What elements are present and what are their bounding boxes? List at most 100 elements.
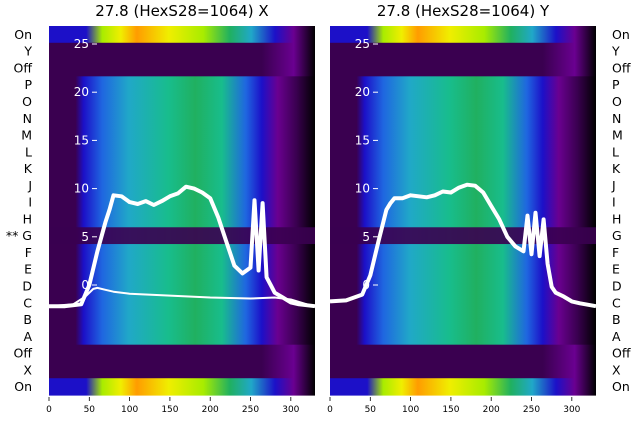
y-tick-label: 5 <box>81 230 89 244</box>
heatmap-row-13 <box>330 244 596 262</box>
row-label-9: J <box>611 178 616 193</box>
heatmap-row-10 <box>49 193 315 212</box>
row-label-20: X <box>612 362 621 377</box>
heatmap-row-15 <box>330 277 596 295</box>
heatmap-row-0 <box>330 26 596 44</box>
row-label-8: K <box>24 161 33 176</box>
row-label-7: L <box>25 144 32 159</box>
heatmap-row-0 <box>49 26 315 44</box>
heatmap-row-19 <box>330 344 596 363</box>
chart-title-x: 27.8 (HexS28=1064) X <box>95 2 268 20</box>
row-label-2: Off <box>14 60 33 75</box>
x-tick-label: 300 <box>563 405 580 415</box>
x-tick-label: 200 <box>483 405 500 415</box>
row-label-13: F <box>25 245 32 260</box>
heatmap-row-2 <box>330 59 596 77</box>
row-label-1: Y <box>23 44 32 59</box>
row-label-12: G <box>612 228 622 243</box>
x-tick-label: 0 <box>327 405 333 415</box>
heatmap-row-20 <box>49 361 315 379</box>
heatmap-row-4 <box>49 93 315 111</box>
trace-line-1 <box>48 286 316 308</box>
trace-lines-y <box>329 182 597 309</box>
row-label-15: D <box>612 278 622 293</box>
row-label-7: L <box>612 144 619 159</box>
heatmap-row-1 <box>330 42 596 61</box>
x-tick-label: 250 <box>242 405 259 415</box>
y-tick-label: 10 <box>355 182 370 196</box>
row-label-6: M <box>612 128 623 143</box>
row-label-14: E <box>612 262 620 277</box>
row-label-9: J <box>27 178 32 193</box>
chart-title-y: 27.8 (HexS28=1064) Y <box>377 2 550 20</box>
heatmap-row-3 <box>49 76 315 94</box>
x-tick-label: 0 <box>46 405 52 415</box>
heatmap-row-17 <box>49 311 315 329</box>
heatmap-panel-y: 27.8 (HexS28=1064) Y 0 5 10 15 20 25 0 50 100 15… <box>327 2 631 415</box>
y-tick-label: 5 <box>362 230 370 244</box>
heatmap-row-5 <box>49 109 315 128</box>
heatmap-row-13 <box>49 244 315 262</box>
heatmap-panel-x: 27.8 (HexS28=1064) X 0 5 10 15 20 25 0 50 100 15… <box>6 2 316 415</box>
row-label-19: Off <box>14 346 33 361</box>
row-label-4: O <box>612 94 622 109</box>
x-tick-label: 100 <box>121 405 138 415</box>
x-tick-label: 250 <box>523 405 540 415</box>
x-tick-label: 50 <box>84 405 96 415</box>
y-tick-labels-x: 0 5 10 15 20 25 <box>74 37 97 292</box>
y-tick-label: 0 <box>81 278 89 292</box>
row-label-19: Off <box>612 346 631 361</box>
row-label-11: H <box>23 211 32 226</box>
heatmap-row-17 <box>330 311 596 329</box>
x-tick-label: 150 <box>161 405 178 415</box>
row-label-16: C <box>612 295 621 310</box>
heatmap-overlays-x <box>49 227 315 245</box>
heatmap-row-2 <box>49 59 315 77</box>
heatmap-row-7 <box>49 143 315 161</box>
trace-line-0 <box>49 184 316 309</box>
heatmap-row-10 <box>330 193 596 212</box>
row-label-17: B <box>612 312 621 327</box>
y-tick-label: 25 <box>355 37 370 51</box>
y-tick-labels-y: 0 5 10 15 20 25 <box>355 37 378 292</box>
heatmap-row-14 <box>49 260 315 279</box>
row-label-17: B <box>23 312 32 327</box>
row-label-1: Y <box>611 44 620 59</box>
y-tick-label: 20 <box>74 85 89 99</box>
row-label-5: N <box>23 111 32 126</box>
row-label-12: ** G <box>6 228 32 243</box>
heatmap-row-9 <box>49 176 315 195</box>
heatmap-row-1 <box>49 42 315 61</box>
heatmap-row-4 <box>330 93 596 111</box>
row-label-11: H <box>612 211 621 226</box>
y-tick-label: 10 <box>74 182 89 196</box>
y-tick-label: 20 <box>355 85 370 99</box>
row-label-13: F <box>612 245 619 260</box>
heatmap-row-5 <box>330 109 596 128</box>
row-label-14: E <box>24 262 32 277</box>
x-tick-labels-x: 0 50 100 150 200 250 300 <box>46 397 300 415</box>
row-label-10: I <box>28 195 32 210</box>
heatmap-row-3 <box>330 76 596 94</box>
heatmap-row-19 <box>49 344 315 363</box>
heatmap-row-8 <box>330 160 596 178</box>
y-tick-label: 15 <box>355 133 370 147</box>
row-label-3: P <box>24 77 32 92</box>
row-label-16: C <box>23 295 32 310</box>
x-tick-label: 50 <box>365 405 377 415</box>
heatmap-row-15 <box>49 277 315 295</box>
heatmap-row-18 <box>330 327 596 346</box>
heatmap-bands-y <box>330 26 596 396</box>
heatmap-gap-band <box>49 227 315 245</box>
heatmap-row-20 <box>330 361 596 379</box>
row-label-10: I <box>612 195 616 210</box>
heatmap-row-14 <box>330 260 596 279</box>
heatmap-row-11 <box>49 210 315 228</box>
heatmap-row-6 <box>49 126 315 145</box>
row-label-18: A <box>612 329 621 344</box>
heatmap-row-16 <box>330 294 596 312</box>
y-tick-label: 25 <box>74 37 89 51</box>
heatmap-row-18 <box>49 327 315 346</box>
